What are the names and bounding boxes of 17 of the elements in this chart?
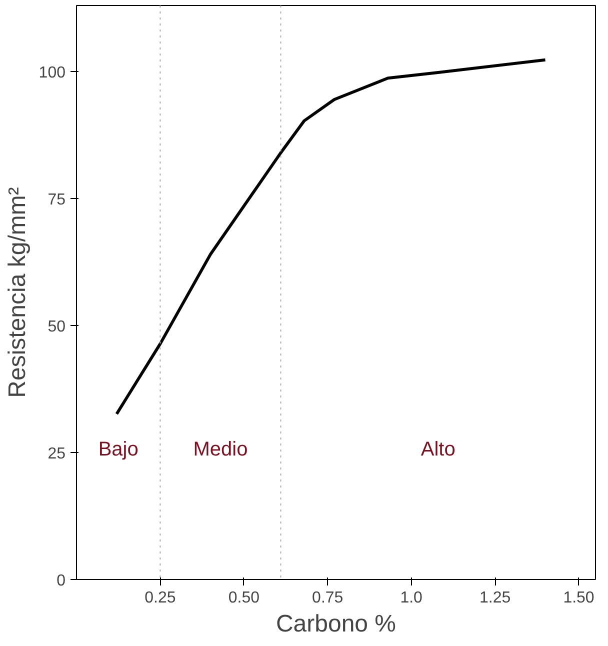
x-tick-label: 0.50 [228,590,260,606]
line-series [115,58,547,416]
x-tick-label: 0.75 [312,590,344,606]
x-tick-label: 0.25 [144,590,176,606]
annotation: Bajo [98,438,138,460]
y-tick-label: 25 [48,446,66,463]
x-tick-label: 1.25 [479,590,511,606]
y-tick-label: 0 [56,572,66,590]
annotation: Alto [420,438,456,460]
x-tick-label: 1.0 [400,590,423,606]
x-axis-title: Carbono % [276,610,396,638]
annotation: Medio [193,438,248,460]
y-tick-label: 50 [48,318,66,336]
y-axis-title: Resistencia kg/mm² [4,187,31,398]
x-tick-label: 1.50 [563,590,594,606]
y-tick-label: 75 [48,192,66,209]
y-tick-label: 100 [38,64,66,82]
